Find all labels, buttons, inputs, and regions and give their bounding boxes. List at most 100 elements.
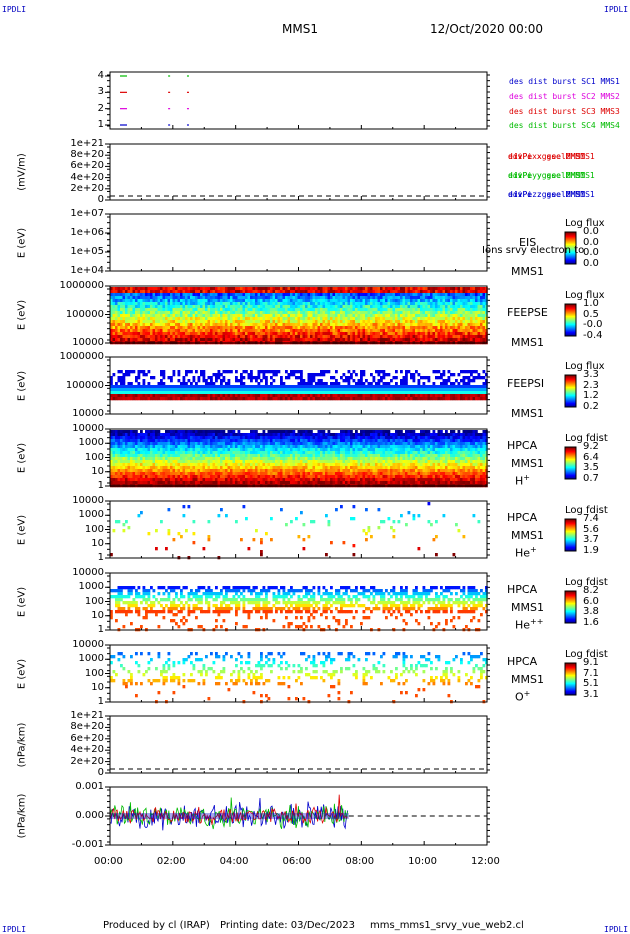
spectrogram-cell [302, 394, 306, 398]
spectrogram-cell [115, 433, 118, 437]
spectrogram-cell [425, 439, 428, 443]
spectrogram-cell [155, 335, 158, 339]
spectrogram-cell [447, 439, 451, 443]
spectrogram-cell [432, 302, 436, 306]
spectrogram-cell [295, 317, 298, 321]
spectrogram-cell [420, 308, 423, 312]
spectrogram-cell [175, 320, 178, 324]
spectrogram-cell [320, 323, 323, 327]
spectrogram-cell [397, 397, 401, 401]
spectrogram-cell [277, 335, 281, 339]
spectrogram-cell [462, 439, 466, 443]
spectrogram-cell [265, 442, 268, 446]
spectrogram-cell [355, 302, 358, 306]
spectrogram-cell [465, 335, 468, 339]
spectrogram-cell [187, 379, 191, 383]
spectrogram-cell [150, 290, 153, 294]
spectrogram-cell [425, 433, 428, 437]
spectrogram-cell [132, 326, 136, 330]
spectrogram-cell [327, 320, 331, 324]
spectrogram-cell [280, 308, 283, 312]
spectrogram-cell [345, 436, 348, 440]
spectrogram-cell [110, 314, 113, 318]
spectrogram-cell [320, 290, 323, 294]
spectrogram-cell [180, 323, 183, 327]
spectrogram-cell [255, 385, 258, 389]
spectrogram-cell [190, 382, 193, 386]
spectrogram-cell [275, 391, 278, 395]
spectrogram-cell [395, 376, 398, 380]
spectrogram-cell [202, 299, 206, 303]
spectrogram-cell [470, 299, 473, 303]
spectrogram-cell [292, 305, 296, 309]
spectrogram-cell [227, 302, 231, 306]
spectrogram-cell [427, 311, 431, 315]
spectrogram-cell [202, 311, 206, 315]
spectrogram-cell [152, 391, 156, 395]
spectrogram-cell [347, 323, 351, 327]
spectrogram-cell [262, 433, 266, 437]
spectrogram-cell [405, 394, 408, 398]
spectrogram-cell [135, 311, 138, 315]
spectrogram-cell [365, 442, 368, 446]
spectrogram-cell [185, 373, 188, 377]
spectrogram-cell [200, 433, 203, 437]
spectrogram-cell [362, 326, 366, 330]
spectrogram-cell [120, 370, 123, 374]
spectrogram-cell [455, 436, 458, 440]
spectrogram-cell [407, 391, 411, 395]
spectrogram-cell [465, 382, 468, 386]
spectrogram-cell [110, 382, 113, 386]
spectrogram-cell [485, 433, 488, 437]
spectrogram-cell [310, 442, 313, 446]
spectrogram-cell [112, 338, 116, 342]
spectrogram-cell [462, 433, 466, 437]
spectrogram-cell [375, 394, 378, 398]
spectrogram-cell [357, 314, 361, 318]
spectrogram-cell [397, 323, 401, 327]
spectrogram-cell [172, 391, 176, 395]
spectrogram-cell [207, 293, 211, 297]
spectrogram-cell [332, 308, 336, 312]
spectrogram-cell [385, 397, 388, 401]
spectrogram-cell [332, 335, 336, 339]
spectrogram-cell [242, 329, 246, 333]
spectrogram-cell [362, 302, 366, 306]
spectrogram-cell [182, 335, 186, 339]
spectrogram-cell [302, 442, 306, 446]
spectrogram-cell [130, 329, 133, 333]
spectrogram-cell [422, 329, 426, 333]
spectrogram-cell [427, 290, 431, 294]
spectrogram-cell [240, 385, 243, 389]
spectrogram-cell [270, 317, 273, 321]
spectrogram-cell [185, 326, 188, 330]
spectrogram-cell [127, 332, 131, 336]
spectrogram-cell [440, 433, 443, 437]
spectrogram-cell [422, 317, 426, 321]
colorbar-gradient [565, 388, 576, 390]
spectrogram-cell [480, 299, 483, 303]
spectrogram-cell [255, 293, 258, 297]
spectrogram-cell [410, 329, 413, 333]
spectrogram-cell [470, 308, 473, 312]
spectrogram-cell [110, 388, 113, 392]
spectrogram-cell [467, 385, 471, 389]
spectrogram-cell [265, 290, 268, 294]
spectrogram-cell [307, 314, 311, 318]
spectrogram-cell [160, 439, 163, 443]
spectrogram-cell [390, 317, 393, 321]
spectrogram-cell [485, 430, 488, 434]
spectrogram-cell [355, 335, 358, 339]
spectrogram-cell [467, 335, 471, 339]
spectrogram-cell [412, 388, 416, 392]
spectrogram-cell [297, 394, 301, 398]
spectrogram-cell [357, 302, 361, 306]
spectrogram-cell [182, 299, 186, 303]
spectrogram-cell [437, 326, 441, 330]
spectrogram-cell [342, 320, 346, 324]
spectrogram-cell [247, 317, 251, 321]
spectrogram-cell [277, 305, 281, 309]
spectrogram-cell [157, 439, 161, 443]
spectrogram-cell [367, 332, 371, 336]
spectrogram-cell [305, 335, 308, 339]
